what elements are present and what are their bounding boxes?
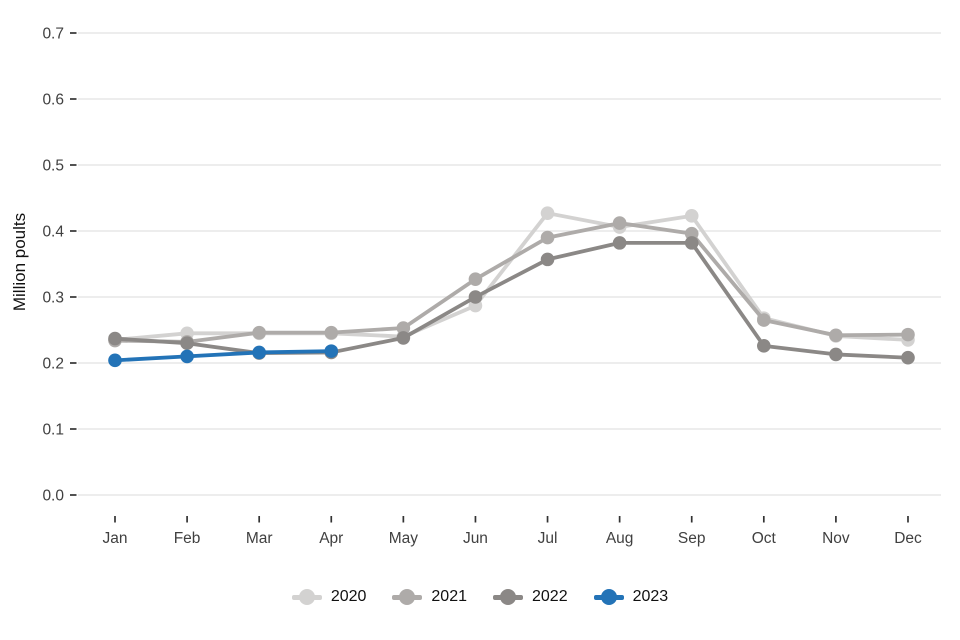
data-point-2022 — [396, 331, 411, 345]
y-tick-label: 0.5 — [42, 158, 64, 175]
data-point-2021 — [468, 272, 483, 286]
data-point-2021 — [324, 325, 339, 340]
legend-item-2023: 2023 — [593, 588, 669, 606]
legend-marker-2023 — [593, 589, 624, 605]
legend-marker-2020 — [291, 589, 322, 605]
data-point-2022 — [108, 331, 122, 346]
data-point-2023 — [252, 345, 266, 360]
data-point-2020 — [540, 206, 555, 220]
y-tick-label: 0.0 — [42, 488, 64, 505]
data-point-2022 — [180, 336, 194, 351]
y-tick-label: 0.1 — [42, 422, 64, 439]
data-point-2021 — [396, 321, 411, 335]
data-point-2022 — [901, 350, 915, 365]
legend-item-2020: 2020 — [291, 588, 367, 606]
y-tick-label: 0.4 — [42, 224, 64, 241]
chart-legend: 2020 2021 2022 2023 — [0, 588, 960, 606]
x-tick-label: Jan — [103, 530, 128, 547]
data-point-2021 — [612, 216, 627, 230]
y-tick-label: 0.7 — [42, 26, 64, 43]
data-point-2022 — [468, 290, 483, 304]
legend-marker-2022 — [493, 589, 523, 605]
legend-label: 2022 — [532, 588, 568, 605]
series-line-2023 — [114, 349, 332, 363]
legend-marker-2021 — [392, 589, 423, 605]
data-point-2021 — [540, 230, 555, 245]
y-tick-label: 0.2 — [42, 356, 64, 373]
legend-label: 2020 — [330, 588, 367, 605]
data-point-2021 — [829, 328, 843, 343]
x-tick-label: Jun — [463, 530, 488, 547]
legend-label: 2021 — [431, 588, 467, 605]
data-point-2022 — [612, 236, 627, 250]
x-tick-label: Sep — [678, 530, 706, 547]
data-point-2022 — [829, 347, 843, 362]
data-point-2022 — [540, 252, 555, 267]
data-point-2023 — [108, 353, 122, 368]
data-point-2023 — [324, 344, 339, 358]
data-point-2022 — [757, 339, 771, 353]
legend-item-2022: 2022 — [493, 588, 568, 606]
data-point-2023 — [180, 349, 194, 364]
x-tick-label: Apr — [319, 530, 343, 547]
x-tick-label: Oct — [752, 530, 777, 547]
x-tick-label: Jul — [538, 530, 558, 547]
data-point-2021 — [252, 325, 266, 340]
series-line-2021 — [114, 221, 909, 344]
x-tick-label: Nov — [822, 530, 850, 547]
legend-label: 2023 — [632, 588, 669, 605]
data-point-2022 — [684, 236, 699, 250]
x-tick-label: Aug — [606, 530, 634, 547]
y-axis-title: Million poults — [10, 212, 29, 312]
data-point-2020 — [684, 209, 699, 223]
x-tick-label: Mar — [246, 530, 273, 547]
data-point-2021 — [901, 327, 915, 342]
chart-plot-area: 0.0 0.1 0.2 0.3 0.4 0.5 0.6 0.7 Jan Feb Mar Apr May J… — [42, 26, 941, 547]
y-tick-label: 0.6 — [42, 92, 64, 109]
data-point-2021 — [757, 313, 771, 327]
x-tick-label: Dec — [894, 530, 922, 547]
y-tick-label: 0.3 — [42, 290, 64, 307]
x-tick-label: Feb — [174, 530, 201, 547]
legend-item-2021: 2021 — [392, 588, 467, 606]
x-tick-label: May — [389, 530, 419, 547]
